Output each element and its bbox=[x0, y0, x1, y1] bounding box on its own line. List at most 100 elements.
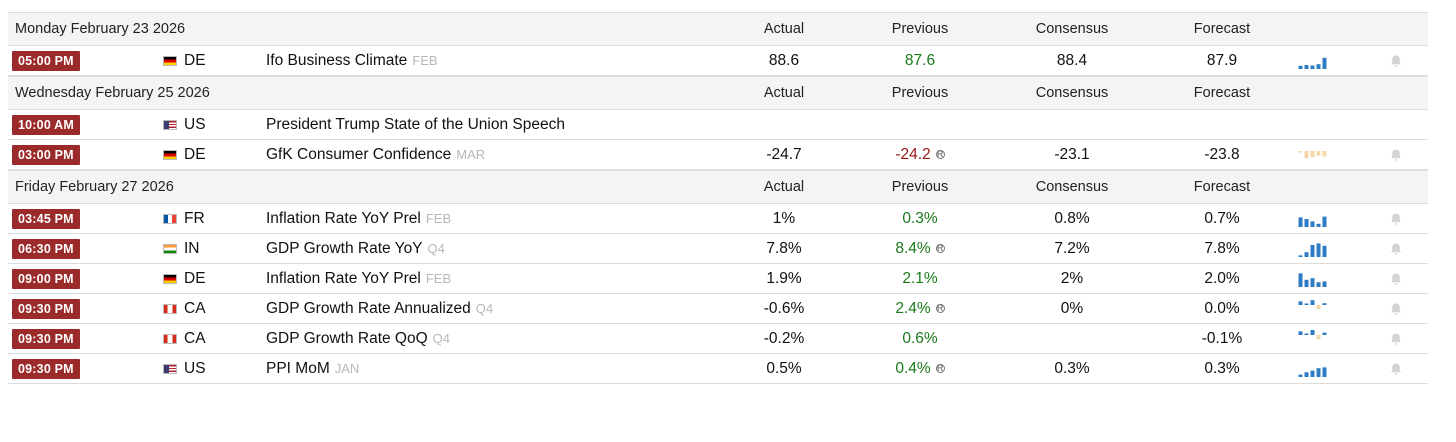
country-code: US bbox=[184, 115, 206, 133]
sparkline-icon bbox=[1298, 57, 1327, 69]
event-name-link[interactable]: Ifo Business Climate bbox=[266, 51, 408, 69]
bell-icon[interactable] bbox=[1389, 302, 1403, 316]
event-row[interactable]: 10:00 AM US President Trump State of the U… bbox=[8, 110, 1428, 140]
actual-value: 0.5% bbox=[766, 359, 802, 377]
spark-bar bbox=[1322, 245, 1327, 257]
sparkline-cell[interactable] bbox=[1298, 264, 1328, 293]
actual-value: 7.8% bbox=[766, 239, 802, 257]
alert-cell[interactable] bbox=[1386, 234, 1406, 263]
event-row[interactable]: 03:45 PM FR Inflation Rate YoY Prel FEB 1% 0.… bbox=[8, 204, 1428, 234]
time-cell: 06:30 PM bbox=[12, 234, 80, 263]
alert-cell[interactable] bbox=[1386, 294, 1406, 323]
event-name-link[interactable]: President Trump State of the Union Speec… bbox=[266, 115, 565, 133]
event-name-link[interactable]: Inflation Rate YoY Prel bbox=[266, 209, 421, 227]
country-cell: CA bbox=[163, 294, 206, 323]
bell-icon[interactable] bbox=[1389, 212, 1403, 226]
sparkline-cell[interactable] bbox=[1298, 234, 1328, 263]
revised-icon[interactable]: R bbox=[935, 149, 945, 159]
event-row[interactable]: 05:00 PM DE Ifo Business Climate FEB 88.6 87.… bbox=[8, 46, 1428, 76]
bell-icon[interactable] bbox=[1389, 148, 1403, 162]
event-name-link[interactable]: PPI MoM bbox=[266, 359, 330, 377]
time-cell: 03:45 PM bbox=[12, 204, 80, 233]
bell-icon[interactable] bbox=[1389, 362, 1403, 376]
event-name-cell: GDP Growth Rate YoY Q4 bbox=[266, 234, 445, 263]
country-code: FR bbox=[184, 209, 205, 227]
country-cell: DE bbox=[163, 46, 206, 75]
spark-bar bbox=[1298, 65, 1303, 69]
revised-icon[interactable]: R bbox=[935, 363, 945, 373]
revised-icon[interactable]: R bbox=[935, 303, 945, 313]
country-cell: DE bbox=[163, 140, 206, 169]
spark-bar bbox=[1310, 220, 1315, 227]
alert-cell[interactable] bbox=[1386, 324, 1406, 353]
bell-icon[interactable] bbox=[1389, 272, 1403, 286]
spark-bar bbox=[1316, 242, 1321, 257]
sparkline-icon bbox=[1298, 329, 1327, 339]
sparkline-icon bbox=[1298, 150, 1327, 158]
event-row[interactable]: 09:30 PM CA GDP Growth Rate Annualized Q4 -0… bbox=[8, 294, 1428, 324]
sparkline-cell[interactable] bbox=[1298, 324, 1328, 353]
spark-bar bbox=[1322, 57, 1327, 69]
event-name-link[interactable]: GDP Growth Rate Annualized bbox=[266, 299, 471, 317]
column-header-previous: Previous bbox=[891, 85, 949, 101]
event-reference-period: MAR bbox=[456, 147, 486, 162]
event-reference-period: Q4 bbox=[432, 331, 451, 346]
spark-bar bbox=[1298, 330, 1303, 335]
previous-cell: 0.4% R bbox=[870, 354, 970, 383]
column-header-actual: Actual bbox=[763, 179, 805, 195]
event-name-link[interactable]: GDP Growth Rate QoQ bbox=[266, 329, 428, 347]
column-header-forecast: Forecast bbox=[1193, 179, 1251, 195]
country-cell: US bbox=[163, 354, 206, 383]
previous-value: 8.4% bbox=[895, 239, 931, 257]
previous-value: 0.6% bbox=[902, 329, 938, 347]
event-name-link[interactable]: GfK Consumer Confidence bbox=[266, 145, 452, 163]
country-cell: US bbox=[163, 110, 206, 139]
event-name-link[interactable]: GDP Growth Rate YoY bbox=[266, 239, 423, 257]
event-row[interactable]: 09:30 PM US PPI MoM JAN 0.5% 0.4% R 0.3% 0.3% bbox=[8, 354, 1428, 384]
spark-bar bbox=[1316, 150, 1321, 156]
alert-cell[interactable] bbox=[1386, 354, 1406, 383]
spark-bar bbox=[1316, 63, 1321, 69]
sparkline-cell[interactable] bbox=[1298, 204, 1328, 233]
alert-cell[interactable] bbox=[1386, 204, 1406, 233]
us-flag-icon bbox=[163, 363, 177, 374]
event-name-link[interactable]: Inflation Rate YoY Prel bbox=[266, 269, 421, 287]
previous-cell: 0.6% bbox=[870, 324, 970, 353]
event-row[interactable]: 03:00 PM DE GfK Consumer Confidence MAR -24.… bbox=[8, 140, 1428, 170]
spark-bar bbox=[1298, 374, 1303, 377]
alert-cell[interactable] bbox=[1386, 46, 1406, 75]
date-label: Monday February 23 2026 bbox=[15, 21, 186, 37]
previous-cell bbox=[870, 110, 970, 139]
bell-icon[interactable] bbox=[1389, 332, 1403, 346]
event-row[interactable]: 09:00 PM DE Inflation Rate YoY Prel FEB 1.9%… bbox=[8, 264, 1428, 294]
event-row[interactable]: 09:30 PM CA GDP Growth Rate QoQ Q4 -0.2% 0.6%… bbox=[8, 324, 1428, 354]
sparkline-cell[interactable] bbox=[1298, 354, 1328, 383]
column-header-consensus: Consensus bbox=[1035, 179, 1109, 195]
spark-bar bbox=[1322, 216, 1327, 227]
consensus-value: 0% bbox=[1060, 299, 1084, 317]
us-flag-icon bbox=[163, 119, 177, 130]
column-header-forecast: Forecast bbox=[1193, 21, 1251, 37]
event-name-cell: Ifo Business Climate FEB bbox=[266, 46, 438, 75]
spark-bar bbox=[1322, 302, 1327, 305]
sparkline-cell[interactable] bbox=[1298, 294, 1328, 323]
event-reference-period: FEB bbox=[425, 271, 452, 286]
forecast-value: 0.3% bbox=[1204, 359, 1240, 377]
alert-cell[interactable] bbox=[1386, 140, 1406, 169]
sparkline-cell[interactable] bbox=[1298, 140, 1328, 169]
bell-icon[interactable] bbox=[1389, 54, 1403, 68]
previous-value: 2.1% bbox=[902, 269, 938, 287]
event-row[interactable]: 06:30 PM IN GDP Growth Rate YoY Q4 7.8% 8.4% R… bbox=[8, 234, 1428, 264]
in-flag-icon bbox=[163, 243, 177, 254]
time-cell: 09:30 PM bbox=[12, 354, 80, 383]
column-header-previous: Previous bbox=[891, 179, 949, 195]
country-cell: IN bbox=[163, 234, 200, 263]
alert-cell[interactable] bbox=[1386, 264, 1406, 293]
bell-icon[interactable] bbox=[1389, 242, 1403, 256]
spark-bar bbox=[1310, 370, 1315, 377]
time-cell: 09:30 PM bbox=[12, 324, 80, 353]
revised-icon[interactable]: R bbox=[935, 243, 945, 253]
sparkline-cell[interactable] bbox=[1298, 46, 1328, 75]
spark-bar bbox=[1316, 304, 1321, 309]
event-name-cell: Inflation Rate YoY Prel FEB bbox=[266, 204, 451, 233]
